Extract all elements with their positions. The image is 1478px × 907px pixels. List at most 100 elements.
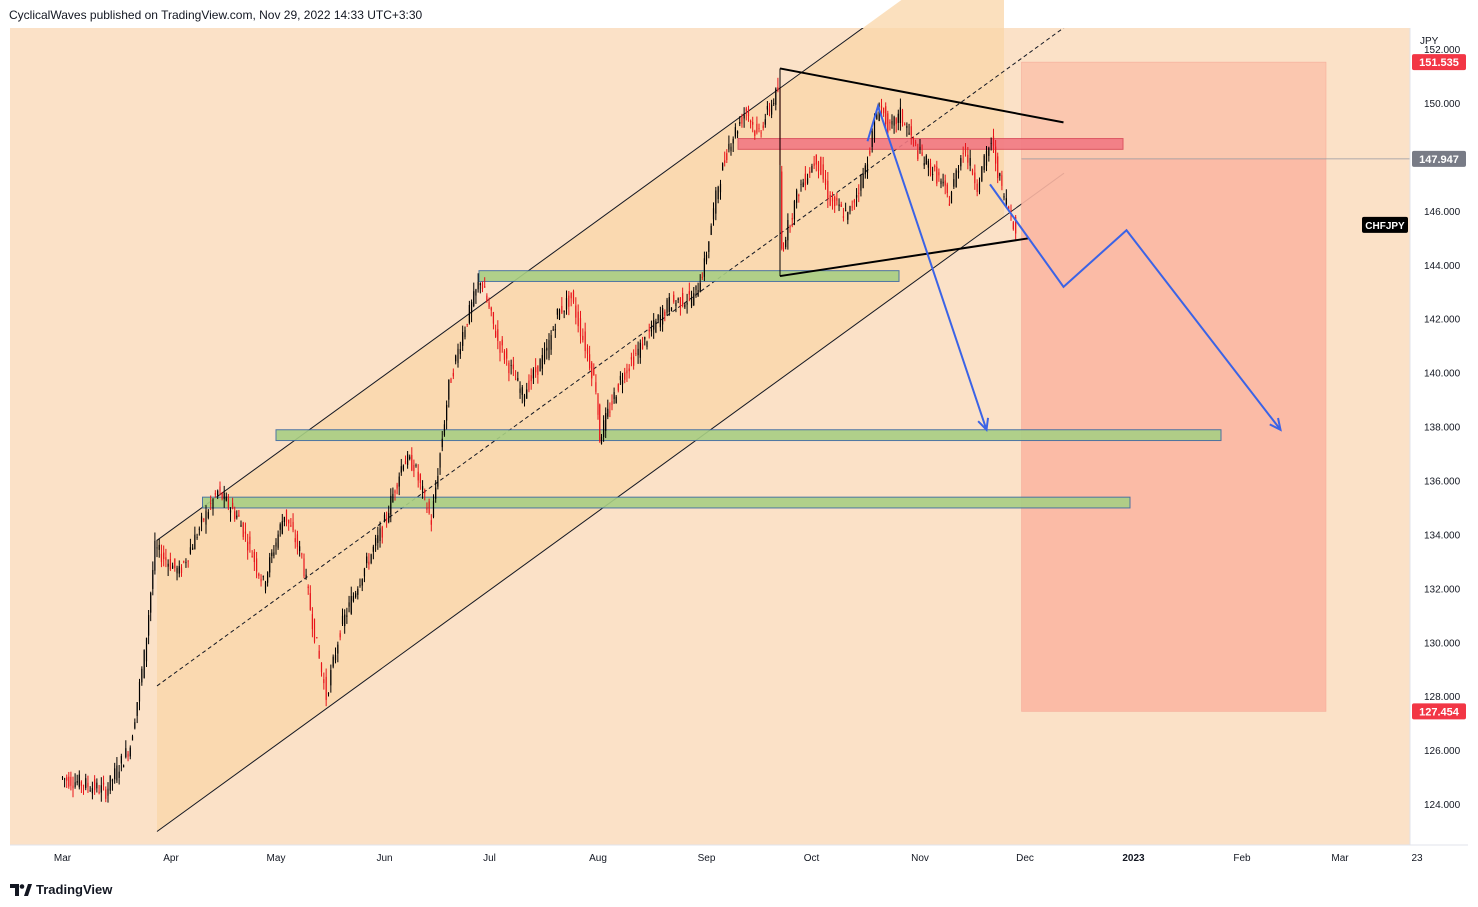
candle-body <box>122 765 125 768</box>
candle-body <box>568 295 570 307</box>
candle-body <box>1008 206 1010 210</box>
candle-body <box>871 131 873 147</box>
candle-body <box>719 183 722 193</box>
candle-body <box>163 552 165 559</box>
candle-body <box>96 782 98 789</box>
candle-body <box>869 150 871 155</box>
candle-body <box>91 788 94 794</box>
candle-body <box>72 785 74 789</box>
candle-body <box>887 113 889 133</box>
price-tick-label: 142.000 <box>1424 315 1461 326</box>
candle-body <box>506 349 508 359</box>
candle-body <box>722 163 724 171</box>
projection-path-arrowhead <box>1269 417 1282 432</box>
candle-body <box>388 513 390 523</box>
time-tick-label: 2023 <box>1122 853 1145 864</box>
price-tick-label: 136.000 <box>1424 476 1461 487</box>
candle-body <box>664 311 666 316</box>
projection-arrow <box>866 102 988 431</box>
candle-body <box>661 307 664 325</box>
candle-body <box>532 369 535 379</box>
candle-body <box>679 297 682 308</box>
candle-body <box>143 650 145 678</box>
candle-body <box>962 152 964 154</box>
candle-body <box>630 357 633 360</box>
candle-body <box>313 618 316 642</box>
candle-body <box>730 146 732 151</box>
candle-body <box>320 662 323 672</box>
candle-body <box>219 486 221 491</box>
tradingview-logo[interactable]: TradingView <box>10 882 112 897</box>
candle-body <box>514 379 517 381</box>
candle-body <box>659 314 661 328</box>
candle-body <box>990 142 992 144</box>
candle-body <box>563 310 565 312</box>
candle-body <box>234 511 236 519</box>
candle-body <box>891 121 893 125</box>
candle-body <box>853 200 855 203</box>
candle-body <box>281 521 283 534</box>
price-tick-label: 134.000 <box>1424 530 1461 541</box>
candle-body <box>510 365 512 366</box>
candle-body <box>196 537 198 538</box>
candle-body <box>899 107 901 123</box>
price-label-bg-0 <box>1412 54 1466 71</box>
candle-body <box>736 131 739 134</box>
price-label-bg-1 <box>1412 150 1466 167</box>
triangle-upper-line <box>779 67 1064 124</box>
candle-body <box>822 164 824 180</box>
candle-body <box>178 566 180 574</box>
candle-body <box>824 179 827 185</box>
candle-body <box>934 165 936 168</box>
candle-body <box>530 375 532 382</box>
candle-body <box>845 210 847 211</box>
candle-body <box>543 349 546 362</box>
candle-body <box>275 542 277 547</box>
candle-body <box>932 174 934 176</box>
candle-body <box>107 788 109 796</box>
candle-body <box>546 347 548 351</box>
candle-body <box>421 486 424 490</box>
candle-body <box>76 781 78 783</box>
candle-body <box>296 534 299 548</box>
candle-body <box>462 331 464 346</box>
time-tick-label: May <box>267 853 286 864</box>
candle-body <box>413 465 415 472</box>
candle-body <box>605 412 607 431</box>
candle-body <box>940 180 942 185</box>
candle-body <box>78 774 80 788</box>
candle-body <box>448 379 450 400</box>
candle-body <box>988 147 990 156</box>
candle-body <box>150 592 152 613</box>
tradingview-brand: TradingView <box>36 882 113 897</box>
candle-body <box>919 146 921 150</box>
candle-body <box>501 339 503 346</box>
candle-body <box>806 178 809 184</box>
plot-layer <box>61 28 1410 832</box>
candle-body <box>586 347 589 354</box>
candle-body <box>80 781 82 786</box>
candle-body <box>653 320 655 330</box>
candle-body <box>686 302 688 305</box>
candle-body <box>938 172 940 176</box>
candle-body <box>528 380 530 391</box>
candle-body <box>666 299 668 313</box>
candle-body <box>359 584 361 587</box>
candle-body <box>969 158 971 166</box>
candle-body <box>798 194 800 197</box>
candle-body <box>599 404 601 442</box>
candle-body <box>330 670 332 686</box>
price-tick-label: 130.000 <box>1424 638 1461 649</box>
candle-body <box>570 292 572 299</box>
candle-body <box>337 644 339 654</box>
candle-body <box>787 220 789 241</box>
candle-body <box>200 516 203 523</box>
candle-body <box>1005 198 1007 205</box>
candle-body <box>793 201 796 220</box>
candle-body <box>579 318 582 337</box>
candle-body <box>517 377 519 381</box>
candle-body <box>526 389 528 399</box>
candle-body <box>858 192 860 194</box>
candle-body <box>613 392 615 400</box>
